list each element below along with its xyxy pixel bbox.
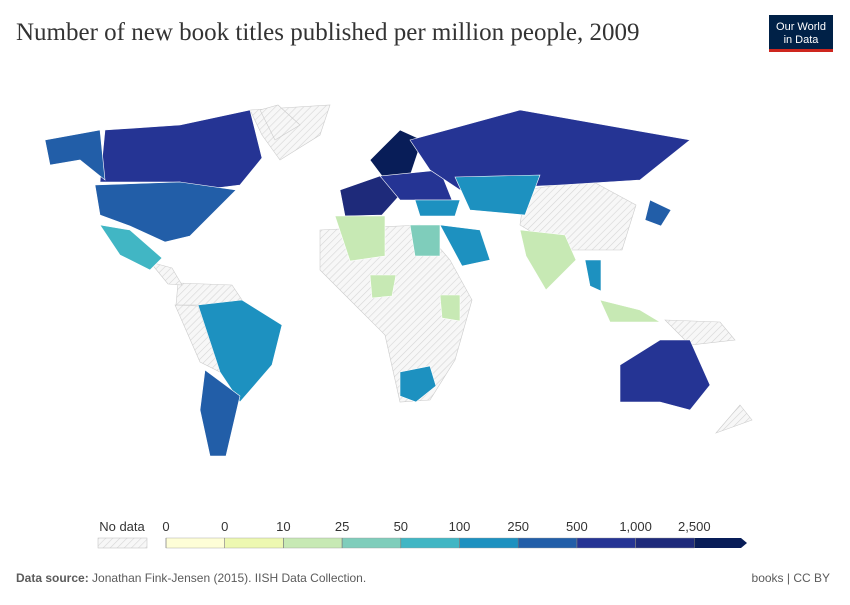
legend-tick-label: 50 (394, 519, 408, 534)
country[interactable] (715, 404, 753, 434)
world-map (44, 104, 753, 457)
legend-bin (165, 537, 225, 549)
country[interactable] (619, 339, 711, 411)
legend-tick-label: 2,500 (678, 519, 711, 534)
logo-text: in Data (784, 34, 820, 46)
legend-tick-label: 250 (507, 519, 529, 534)
country[interactable] (94, 181, 237, 243)
legend-tick-label: 100 (449, 519, 471, 534)
legend-tick-label: 500 (566, 519, 588, 534)
country[interactable] (409, 224, 441, 257)
logo-box (769, 15, 833, 50)
country[interactable] (339, 175, 401, 217)
legend-tick-label: 25 (335, 519, 349, 534)
country[interactable] (399, 365, 437, 403)
country[interactable] (197, 299, 283, 403)
source: Data source: Jonathan Fink-Jensen (2015)… (16, 571, 366, 585)
legend-bin (459, 537, 519, 549)
legend-tick-label: 1,000 (619, 519, 652, 534)
country[interactable] (664, 319, 736, 346)
country[interactable] (584, 259, 602, 292)
legend-tick-label: 0 (162, 519, 169, 534)
legend-tick-label: 10 (276, 519, 290, 534)
legend: No data 0 0 10 25 50 100 250 500 1,000 2,500 (97, 519, 747, 549)
country[interactable] (44, 129, 106, 181)
country[interactable] (259, 104, 301, 141)
legend-bin (518, 537, 578, 549)
source-label: Data source: (16, 571, 89, 585)
license: books | CC BY (752, 571, 830, 585)
country[interactable] (99, 109, 263, 191)
country[interactable] (599, 299, 662, 323)
legend-bin (694, 538, 747, 548)
legend-bin (635, 537, 695, 549)
legend-bin (224, 537, 284, 549)
country[interactable] (334, 215, 386, 262)
country[interactable] (439, 224, 491, 267)
country[interactable] (149, 261, 183, 286)
logo-bar (769, 49, 833, 52)
country[interactable] (644, 199, 672, 227)
country[interactable] (369, 274, 397, 299)
country[interactable] (414, 199, 461, 217)
country[interactable] (519, 229, 577, 291)
legend-bin (341, 537, 402, 549)
country[interactable] (454, 174, 541, 216)
source-text: Jonathan Fink-Jensen (2015). IISH Data C… (92, 571, 366, 585)
no-data-label: No data (99, 519, 145, 534)
legend-tick-label: 0 (221, 519, 228, 534)
country[interactable] (199, 369, 241, 457)
no-data-swatch (97, 537, 148, 549)
legend-bin (283, 537, 343, 549)
logo-text: Our World (776, 21, 826, 33)
logo[interactable]: Our World in Data (769, 15, 833, 52)
legend-bin (400, 537, 460, 549)
country[interactable] (409, 109, 691, 191)
country[interactable] (99, 224, 163, 271)
country[interactable] (439, 294, 461, 322)
title: Number of new book titles published per … (16, 19, 640, 46)
legend-bin (576, 537, 636, 549)
